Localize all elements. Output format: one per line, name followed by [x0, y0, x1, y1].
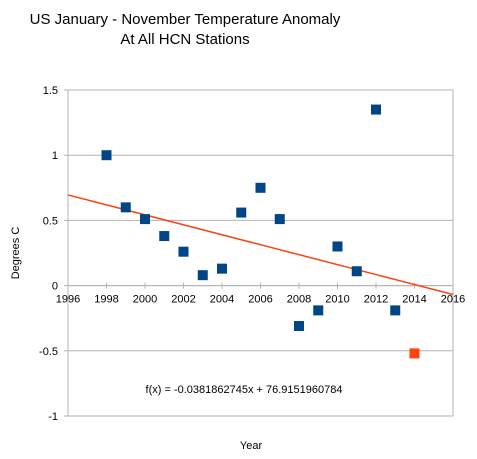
data-point — [140, 214, 150, 225]
chart-title-line-2: At All HCN Stations — [120, 31, 249, 48]
trend-line — [67, 194, 454, 296]
data-point — [371, 104, 381, 115]
x-tick-label: 1996 — [56, 294, 80, 306]
data-point — [178, 246, 189, 257]
x-tick-label: 2006 — [248, 294, 272, 306]
data-point — [390, 305, 401, 316]
x-axis-label: Year — [240, 440, 263, 452]
x-tick-label: 2008 — [287, 294, 311, 306]
data-point — [294, 321, 304, 332]
y-tick-label: -1 — [48, 411, 58, 423]
data-point — [351, 266, 362, 277]
chart-title-line-1: US January - November Temperature Anomal… — [30, 11, 341, 28]
data-point — [274, 214, 285, 225]
data-point — [101, 150, 112, 161]
x-tick-label: 2002 — [171, 294, 195, 306]
x-tick-label: 2014 — [402, 294, 426, 306]
y-tick-label: 1 — [52, 150, 58, 162]
x-tick-label: 2012 — [364, 294, 388, 306]
data-point — [236, 207, 247, 218]
data-point — [197, 270, 208, 281]
x-tick-label: 2010 — [325, 294, 349, 306]
y-axis-ticks: -1 -0.5 0 0.5 1 1.5 — [39, 85, 68, 423]
x-axis-ticks: 1996 1998 2000 2002 2004 2006 2008 2010 2012 2014… — [56, 282, 465, 306]
y-tick-label: 0 — [52, 281, 58, 293]
data-point — [159, 231, 170, 242]
data-point — [120, 202, 131, 213]
y-axis-label: Degrees C — [10, 227, 22, 280]
data-point — [332, 241, 343, 252]
data-point — [313, 305, 324, 316]
trendline-equation: f(x) = -0.0381862745x + 76.9151960784 — [146, 384, 343, 396]
grid-lines — [68, 89, 453, 417]
y-tick-label: 0.5 — [43, 215, 58, 227]
x-tick-label: 2016 — [441, 294, 465, 306]
data-point — [409, 348, 420, 359]
data-points — [101, 104, 420, 359]
x-tick-label: 2004 — [210, 294, 234, 306]
x-tick-label: 1998 — [94, 294, 118, 306]
plot-area — [67, 89, 454, 417]
data-point — [255, 182, 266, 193]
data-point — [217, 263, 227, 274]
y-tick-label: 1.5 — [43, 85, 58, 97]
x-tick-label: 2000 — [133, 294, 157, 306]
y-tick-label: -0.5 — [39, 346, 58, 358]
